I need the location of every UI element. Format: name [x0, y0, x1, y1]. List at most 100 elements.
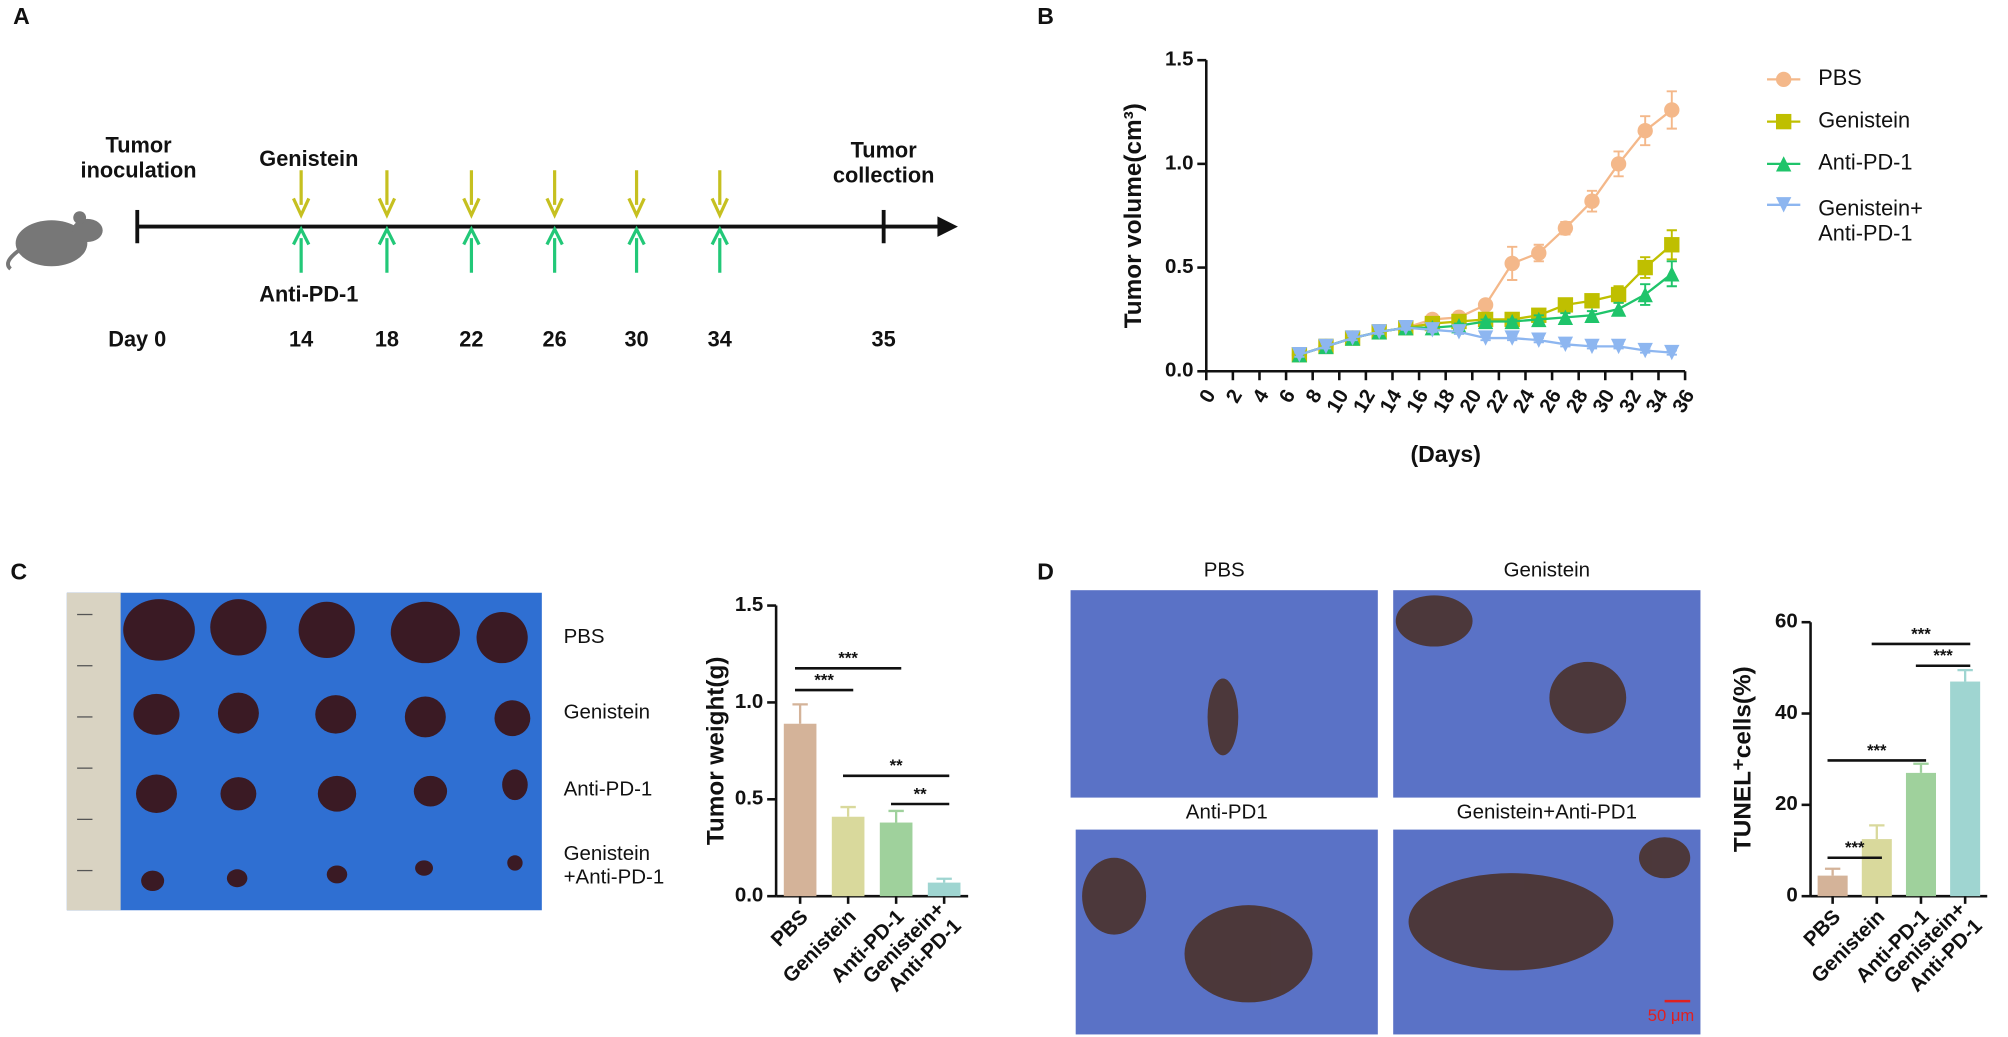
x-tick-label: 4 — [1248, 385, 1274, 407]
marker — [1664, 102, 1680, 118]
treatment-arrow — [292, 170, 311, 219]
error-bar — [1913, 762, 1929, 773]
significance-label: *** — [1911, 624, 1931, 643]
significance-label: ** — [914, 784, 927, 803]
treatment-arrow — [292, 225, 311, 273]
error-bar — [936, 877, 952, 883]
treatment-arrow — [710, 170, 729, 219]
treatment-label: Genistein — [259, 146, 358, 171]
bar — [927, 882, 961, 897]
x-tick-label: 10 — [1322, 385, 1353, 416]
marker — [1637, 259, 1653, 276]
marker — [1531, 245, 1547, 261]
x-tick-label: 32 — [1615, 385, 1646, 416]
treatment-arrow — [627, 170, 646, 219]
panel-label: B — [1037, 3, 1054, 29]
marker — [1610, 156, 1627, 172]
marker — [1504, 330, 1520, 346]
y-tick-label: 1.0 — [1165, 151, 1193, 174]
marker — [1531, 311, 1547, 328]
x-tick-label: 14 — [1375, 385, 1407, 417]
treatment-arrow — [545, 225, 564, 273]
marker — [1610, 338, 1627, 355]
y-tick-label: 0.0 — [735, 884, 763, 907]
histology-images — [1070, 590, 1701, 1035]
marker — [1584, 193, 1600, 209]
bar — [1861, 839, 1892, 897]
y-tick-label: 40 — [1775, 701, 1798, 724]
bar — [831, 816, 865, 897]
day-label: Day 0 — [108, 326, 166, 351]
y-tick-label: 0 — [1786, 884, 1797, 907]
marker — [1584, 307, 1600, 323]
marker — [1637, 286, 1653, 303]
marker — [1610, 286, 1627, 303]
bar — [879, 822, 913, 897]
row-label: PBS — [564, 625, 605, 648]
error-bar — [888, 809, 904, 823]
legend-label: Anti-PD-1 — [1818, 150, 1912, 175]
marker — [1637, 123, 1653, 139]
error-bar — [840, 805, 856, 817]
treatment-label: Anti-PD-1 — [259, 281, 358, 306]
marker — [1584, 338, 1600, 355]
marker — [1775, 156, 1792, 172]
timeline-start: Tumor inoculation — [81, 132, 197, 182]
error-bar — [1869, 824, 1885, 840]
significance-label: ** — [890, 756, 903, 775]
x-tick-label: 12 — [1349, 385, 1380, 416]
treatment-arrow — [462, 225, 481, 273]
row-label: Anti-PD-1 — [564, 777, 653, 800]
marker — [1610, 301, 1627, 317]
x-axis-label: (Days) — [1410, 441, 1480, 467]
marker — [1775, 71, 1792, 88]
marker — [1477, 330, 1494, 346]
marker — [1557, 336, 1574, 352]
legend-label: PBS — [1818, 65, 1862, 90]
tumor-photo — [66, 592, 542, 911]
y-tick-label: 20 — [1775, 792, 1798, 815]
significance-label: *** — [1933, 646, 1953, 665]
x-tick-label: 16 — [1402, 385, 1433, 416]
timeline-end: Tumor collection — [833, 137, 935, 187]
marker — [1318, 338, 1334, 355]
y-tick-label: 1.0 — [735, 690, 763, 713]
x-tick-label: 2 — [1221, 385, 1247, 406]
mouse-icon — [6, 211, 103, 271]
legend-label: Genistein — [1818, 107, 1910, 132]
marker — [1531, 332, 1547, 348]
y-tick-label: 60 — [1775, 610, 1798, 633]
row-label: Genistein — [564, 701, 650, 724]
panel-label: D — [1037, 559, 1054, 585]
panel-label: C — [11, 559, 28, 585]
x-tick-label: 18 — [1429, 385, 1460, 416]
treatment-arrow — [627, 225, 646, 273]
x-tick-label: 30 — [1588, 385, 1619, 416]
marker — [1775, 197, 1792, 213]
x-tick-label: 24 — [1508, 385, 1540, 417]
day-label: 26 — [543, 326, 567, 351]
row-label: Genistein +Anti-PD-1 — [564, 843, 665, 890]
treatment-arrow — [377, 170, 397, 219]
error-bar — [792, 703, 808, 724]
marker — [1775, 113, 1792, 130]
image-title: Genistein — [1504, 558, 1590, 581]
marker — [1584, 293, 1600, 309]
marker — [1477, 297, 1494, 313]
x-tick-label: 26 — [1535, 385, 1566, 416]
y-axis-label: Tumor weight(g) — [703, 657, 730, 846]
marker — [1477, 313, 1494, 330]
marker — [1424, 322, 1441, 338]
x-tick-label: 6 — [1275, 385, 1301, 406]
day-label: 35 — [872, 326, 896, 351]
y-tick-label: 0.5 — [1165, 255, 1193, 278]
x-tick-label: 34 — [1641, 385, 1673, 417]
image-title: Genistein+Anti-PD1 — [1457, 800, 1637, 823]
y-tick-label: 0.5 — [735, 787, 763, 810]
y-tick-label: 1.5 — [735, 593, 763, 616]
marker — [1504, 313, 1520, 330]
legend-label: Genistein+ Anti-PD-1 — [1818, 195, 1923, 245]
significance-label: *** — [1867, 741, 1887, 760]
